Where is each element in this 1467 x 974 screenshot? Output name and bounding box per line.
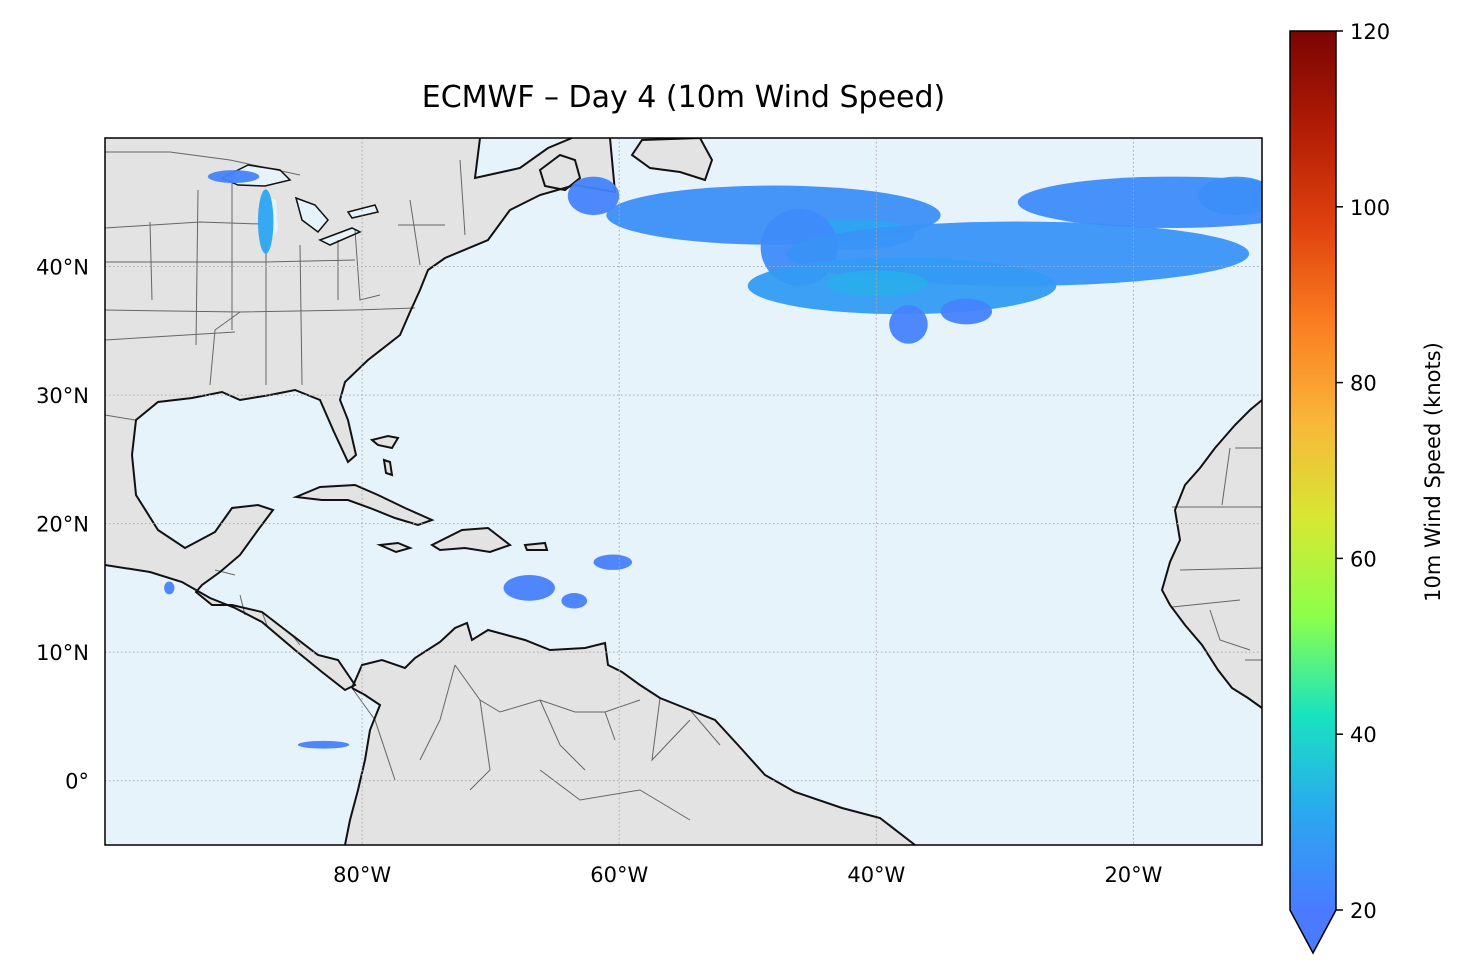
lat-tick-label-2: 20°N xyxy=(36,513,89,537)
land-south-america xyxy=(345,623,915,845)
lake-ontario xyxy=(348,205,378,218)
map-panel: 80°W 60°W 40°W 20°W 0° 10°N 20°N 30°N 40°N xyxy=(36,137,1263,887)
border-states-1 xyxy=(105,159,466,386)
lat-tick-label-4: 40°N xyxy=(36,256,89,280)
coast-africa xyxy=(1160,399,1262,709)
land-greenland-tip xyxy=(632,138,712,180)
lon-tick-label-0: 80°W xyxy=(333,863,391,887)
colorbar-label: 10m Wind Speed (knots) xyxy=(1421,342,1445,602)
lon-tick-label-1: 60°W xyxy=(590,863,648,887)
latitude-ticks: 0° 10°N 20°N 30°N 40°N xyxy=(36,256,89,794)
coast-north-america xyxy=(105,138,617,692)
wind-region-12 xyxy=(207,170,260,183)
wind-region-14 xyxy=(593,554,633,570)
wind-region-8 xyxy=(889,305,928,344)
wind-region-11 xyxy=(257,189,274,254)
wind-region-7 xyxy=(1197,176,1262,216)
lon-tick-label-2: 40°W xyxy=(847,863,905,887)
colorbar-tick-label-0: 20 xyxy=(1350,899,1377,923)
coast-cuba xyxy=(292,483,435,527)
coast-great-lakes xyxy=(220,164,380,246)
coast-jamaica xyxy=(376,541,414,554)
map-frame xyxy=(104,137,1263,846)
lon-tick-label-3: 20°W xyxy=(1104,863,1162,887)
wind-region-9 xyxy=(940,298,993,325)
wind-region-10 xyxy=(567,176,620,216)
longitude-ticks: 80°W 60°W 40°W 20°W xyxy=(333,863,1163,887)
lake-erie xyxy=(320,228,360,245)
map-title: ECMWF – Day 4 (10m Wind Speed) xyxy=(421,80,946,115)
lat-tick-label-0: 0° xyxy=(65,770,89,794)
land-hispaniola xyxy=(432,528,510,552)
wind-region-13 xyxy=(503,575,555,601)
wind-region-6 xyxy=(1017,176,1262,228)
wind-region-16 xyxy=(164,581,175,595)
coast-newfoundland xyxy=(538,153,582,192)
colorbar-tick-label-3: 80 xyxy=(1350,372,1377,396)
gridlines xyxy=(105,138,1262,845)
coast-greenland xyxy=(630,138,714,182)
wind-region-15 xyxy=(561,593,588,609)
land-africa xyxy=(1162,400,1262,708)
political-borders xyxy=(105,151,1262,821)
lake-huron xyxy=(296,198,328,232)
wind-region-17 xyxy=(297,740,350,749)
land-newfoundland xyxy=(540,155,580,190)
coast-south-america xyxy=(344,621,916,845)
coast-bahamas xyxy=(369,434,400,477)
coast-puerto-rico xyxy=(523,541,549,551)
colorbar-ticks: 20 40 60 80 100 120 xyxy=(1336,20,1390,923)
wind-speed-field xyxy=(164,170,1262,749)
colorbar-tick-label-4: 100 xyxy=(1350,196,1390,220)
lat-tick-label-1: 10°N xyxy=(36,641,89,665)
border-mexico xyxy=(105,414,301,646)
colorbar-tick-label-2: 60 xyxy=(1350,547,1377,571)
colorbar-tick-label-5: 120 xyxy=(1350,20,1390,44)
colorbar-tick-label-1: 40 xyxy=(1350,723,1377,747)
colorbar-gradient xyxy=(1290,31,1336,910)
coast-hispaniola xyxy=(429,526,513,554)
lat-tick-label-3: 30°N xyxy=(36,384,89,408)
colorbar-extend-min xyxy=(1290,910,1336,953)
colorbar: 20 40 60 80 100 120 10m Wind Speed (knots) xyxy=(1289,20,1445,955)
coastlines xyxy=(105,138,1262,845)
border-africa xyxy=(1171,447,1262,661)
colorbar-outline xyxy=(1289,30,1337,955)
